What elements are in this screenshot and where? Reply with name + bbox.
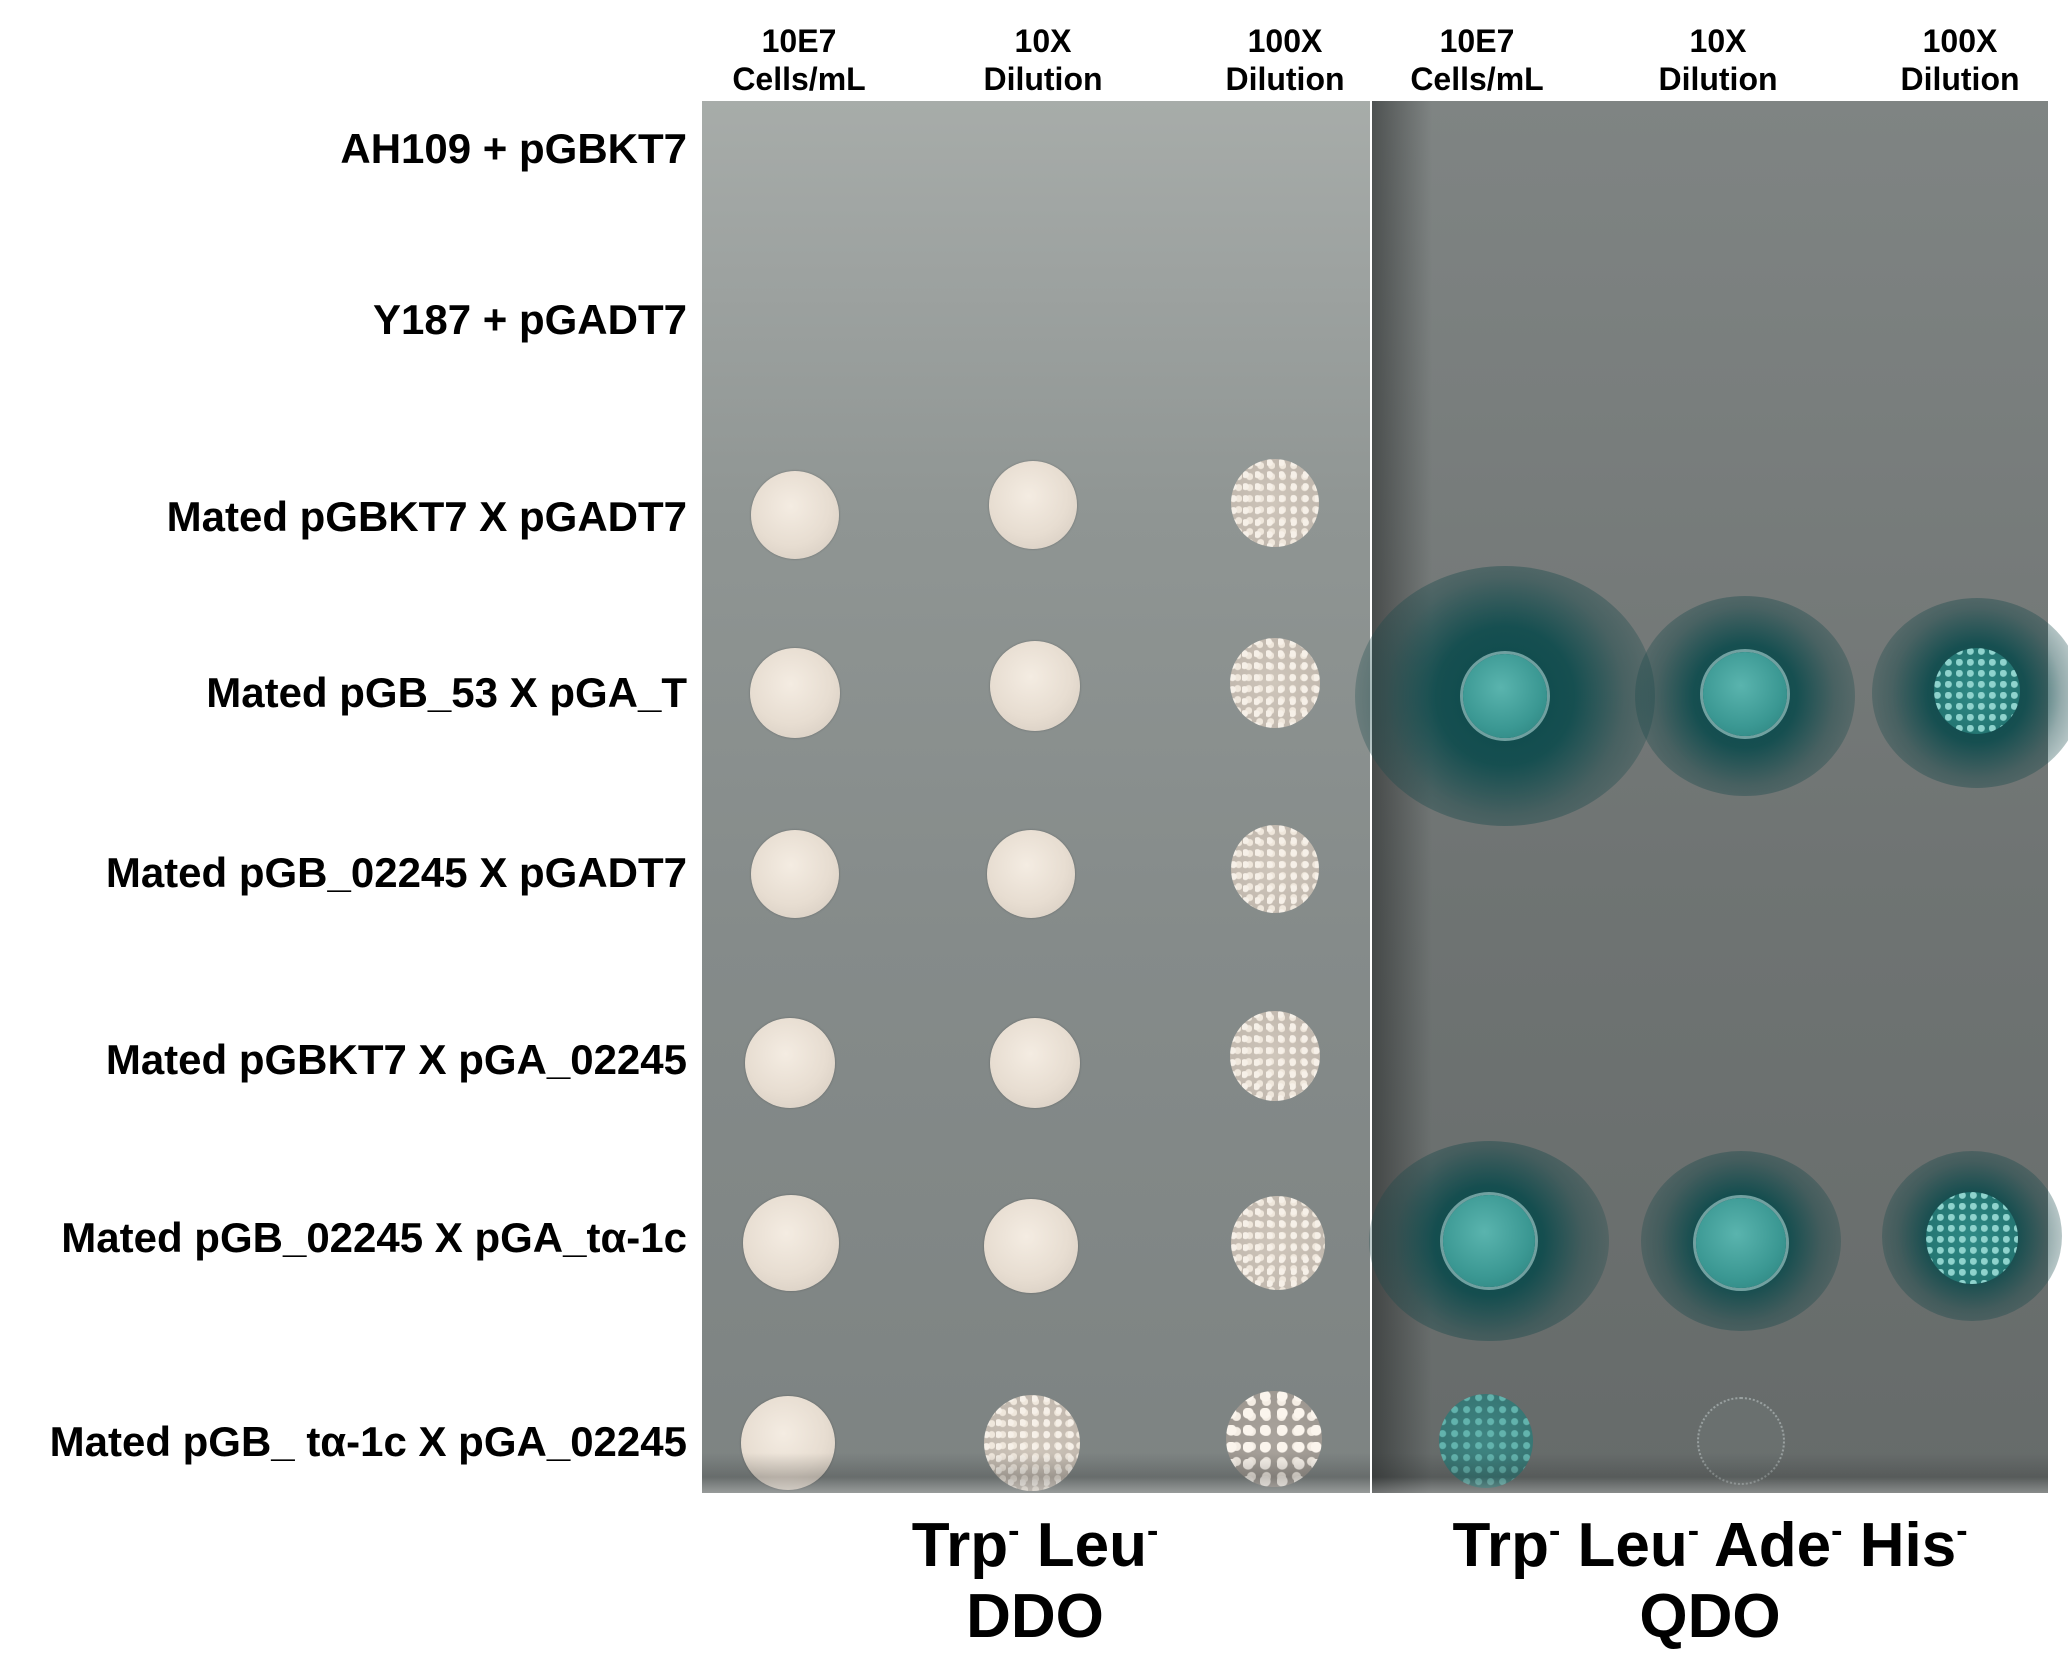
- colony-ddo-r5-c3: [1231, 825, 1319, 913]
- colony-qdo-r8-c1: [1439, 1394, 1533, 1488]
- col-header-ddo-10e7: 10E7 Cells/mL: [709, 22, 889, 98]
- colony-ddo-r5-c1: [751, 830, 839, 918]
- colony-ddo-r6-c3: [1230, 1011, 1320, 1101]
- col-header-line1: 10E7: [761, 23, 837, 59]
- colony-ddo-r7-c3: [1231, 1196, 1325, 1290]
- col-header-line2: Cells/mL: [732, 61, 866, 97]
- row-label-1: AH109 + pGBKT7: [340, 125, 687, 172]
- colony-qdo-r4-c1: [1463, 654, 1547, 738]
- col-header-qdo-10e7: 10E7 Cells/mL: [1387, 22, 1567, 98]
- colony-ddo-r7-c1: [743, 1195, 839, 1291]
- medium-qdo-amino-acids: Trp- Leu- Ade- His-: [1452, 1511, 1968, 1580]
- colony-ddo-r5-c2: [987, 830, 1075, 918]
- col-header-qdo-100x: 100X Dilution: [1870, 22, 2050, 98]
- colony-ddo-r4-c3: [1230, 638, 1320, 728]
- colony-ddo-r4-c1: [750, 648, 840, 738]
- colony-qdo-r8-c2: [1697, 1397, 1785, 1485]
- colony-ddo-r3-c1: [751, 471, 839, 559]
- colony-ddo-r7-c2: [984, 1199, 1078, 1293]
- col-header-line1: 10E7: [1439, 23, 1515, 59]
- col-header-line2: Cells/mL: [1410, 61, 1544, 97]
- col-header-ddo-100x: 100X Dilution: [1195, 22, 1375, 98]
- colony-ddo-r8-c3: [1226, 1391, 1322, 1487]
- colony-ddo-r8-c1: [741, 1396, 835, 1490]
- colony-ddo-r4-c2: [990, 641, 1080, 731]
- colony-qdo-r7-c1: [1443, 1195, 1535, 1287]
- col-header-line2: Dilution: [1900, 61, 2020, 97]
- row-label-5: Mated pGB_02245 X pGADT7: [105, 849, 687, 896]
- colony-qdo-r4-c3: [1934, 648, 2020, 734]
- colony-ddo-r3-c3: [1231, 459, 1319, 547]
- medium-label-ddo: Trp- Leu- DDO: [820, 1496, 1250, 1653]
- medium-label-qdo: Trp- Leu- Ade- His- QDO: [1380, 1496, 2040, 1653]
- row-label-8: Mated pGB_ tα-1c X pGA_02245: [49, 1418, 687, 1465]
- colony-ddo-r3-c2: [989, 461, 1077, 549]
- col-header-line2: Dilution: [1658, 61, 1778, 97]
- colony-ddo-r8-c2: [984, 1395, 1080, 1491]
- col-header-line2: Dilution: [1225, 61, 1345, 97]
- medium-qdo-name: QDO: [1639, 1582, 1781, 1651]
- qdo-plate-photo: [1355, 101, 2068, 1493]
- col-header-ddo-10x: 10X Dilution: [953, 22, 1133, 98]
- medium-ddo-name: DDO: [966, 1582, 1104, 1651]
- col-header-line1: 10X: [1014, 23, 1072, 59]
- row-label-4: Mated pGB_53 X pGA_T: [206, 669, 687, 716]
- row-label-2: Y187 + pGADT7: [373, 296, 687, 343]
- col-header-qdo-10x: 10X Dilution: [1628, 22, 1808, 98]
- col-header-line2: Dilution: [983, 61, 1103, 97]
- colony-qdo-r7-c2: [1696, 1198, 1786, 1288]
- colony-qdo-r7-c3: [1926, 1192, 2018, 1284]
- colony-ddo-r6-c1: [745, 1018, 835, 1108]
- medium-ddo-amino-acids: Trp- Leu-: [911, 1511, 1159, 1580]
- colony-ddo-r6-c2: [990, 1018, 1080, 1108]
- row-label-6: Mated pGBKT7 X pGA_02245: [105, 1036, 687, 1083]
- col-header-line1: 100X: [1247, 23, 1323, 59]
- row-label-7: Mated pGB_02245 X pGA_tα-1c: [61, 1214, 687, 1261]
- row-label-3: Mated pGBKT7 X pGADT7: [166, 493, 687, 540]
- plate-rim: [702, 1453, 1370, 1493]
- colony-qdo-r4-c2: [1703, 652, 1787, 736]
- plate-rim: [1372, 1453, 2048, 1493]
- ddo-plate-photo: [702, 101, 1370, 1493]
- col-header-line1: 100X: [1922, 23, 1998, 59]
- col-header-line1: 10X: [1689, 23, 1747, 59]
